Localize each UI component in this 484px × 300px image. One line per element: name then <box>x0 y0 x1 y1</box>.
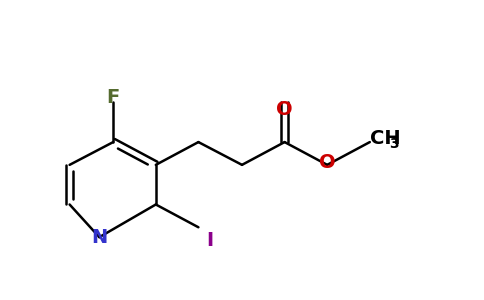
Text: N: N <box>91 228 107 247</box>
Text: I: I <box>206 231 213 250</box>
Text: O: O <box>319 153 335 172</box>
Text: O: O <box>276 100 293 119</box>
Text: F: F <box>106 88 120 107</box>
Text: 3: 3 <box>390 137 399 151</box>
Text: CH: CH <box>370 129 400 148</box>
